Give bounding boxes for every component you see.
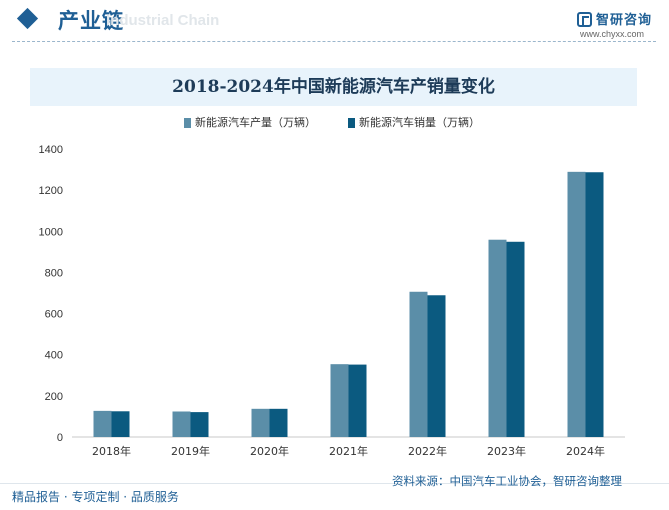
page-header: 产业链 Industrial Chain 智研咨询 www.chyxx.com xyxy=(0,0,669,44)
x-tick-label: 2022年 xyxy=(408,444,447,458)
y-tick-label: 0 xyxy=(57,432,63,444)
bar-production xyxy=(488,239,507,437)
footer-source: 资料来源：中国汽车工业协会，智研咨询整理 xyxy=(392,474,622,488)
footer-divider xyxy=(0,483,669,484)
x-tick-label: 2023年 xyxy=(487,444,526,458)
legend-label-sales: 新能源汽车销量（万辆） xyxy=(359,116,480,129)
x-tick-label: 2020年 xyxy=(250,444,289,458)
footer-slogan: 精品报告 · 专项定制 · 品质服务 xyxy=(12,490,179,504)
brand-name: 智研咨询 xyxy=(596,13,653,28)
y-tick-label: 400 xyxy=(45,350,63,362)
section-title: 产业链 xyxy=(58,9,124,33)
bar-sales xyxy=(348,364,367,437)
bar-sales xyxy=(585,172,604,437)
y-tick-label: 600 xyxy=(45,309,63,321)
bar-chart: 0 200 400 600 800 1000 1200 1400 2018年 2019年 2020年… xyxy=(39,144,625,458)
brand-url: www.chyxx.com xyxy=(580,29,645,39)
bar-production xyxy=(409,291,428,437)
legend-label-production: 新能源汽车产量（万辆） xyxy=(195,116,316,129)
section-subtitle-watermark: Industrial Chain xyxy=(106,12,220,29)
x-tick-label: 2018年 xyxy=(92,444,131,458)
bar-production xyxy=(172,411,191,437)
bar-production xyxy=(330,364,349,437)
bar-sales xyxy=(190,412,209,437)
bar-production xyxy=(567,171,586,437)
y-tick-label: 1400 xyxy=(39,144,63,156)
legend-swatch-sales xyxy=(348,118,355,128)
y-tick-label: 1000 xyxy=(39,226,63,238)
bar-sales xyxy=(506,241,525,437)
header-divider xyxy=(12,41,656,42)
y-tick-label: 200 xyxy=(45,391,63,403)
chart-title: 2018-2024年中国新能源汽车产销量变化 xyxy=(172,77,495,97)
bar-sales xyxy=(111,411,130,437)
x-tick-label: 2024年 xyxy=(566,444,605,458)
x-tick-label: 2021年 xyxy=(329,444,368,458)
x-tick-label: 2019年 xyxy=(171,444,210,458)
bar-sales xyxy=(269,408,288,437)
chart-title-bar: 2018-2024年中国新能源汽车产销量变化 xyxy=(30,68,637,106)
brand: 智研咨询 www.chyxx.com xyxy=(577,9,659,41)
brand-logo-icon xyxy=(577,12,592,27)
y-tick-label: 1200 xyxy=(39,185,63,197)
bar-sales xyxy=(427,295,446,437)
bar-production xyxy=(251,408,270,437)
bar-production xyxy=(93,410,112,437)
legend-swatch-production xyxy=(184,118,191,128)
y-tick-label: 800 xyxy=(45,267,63,279)
